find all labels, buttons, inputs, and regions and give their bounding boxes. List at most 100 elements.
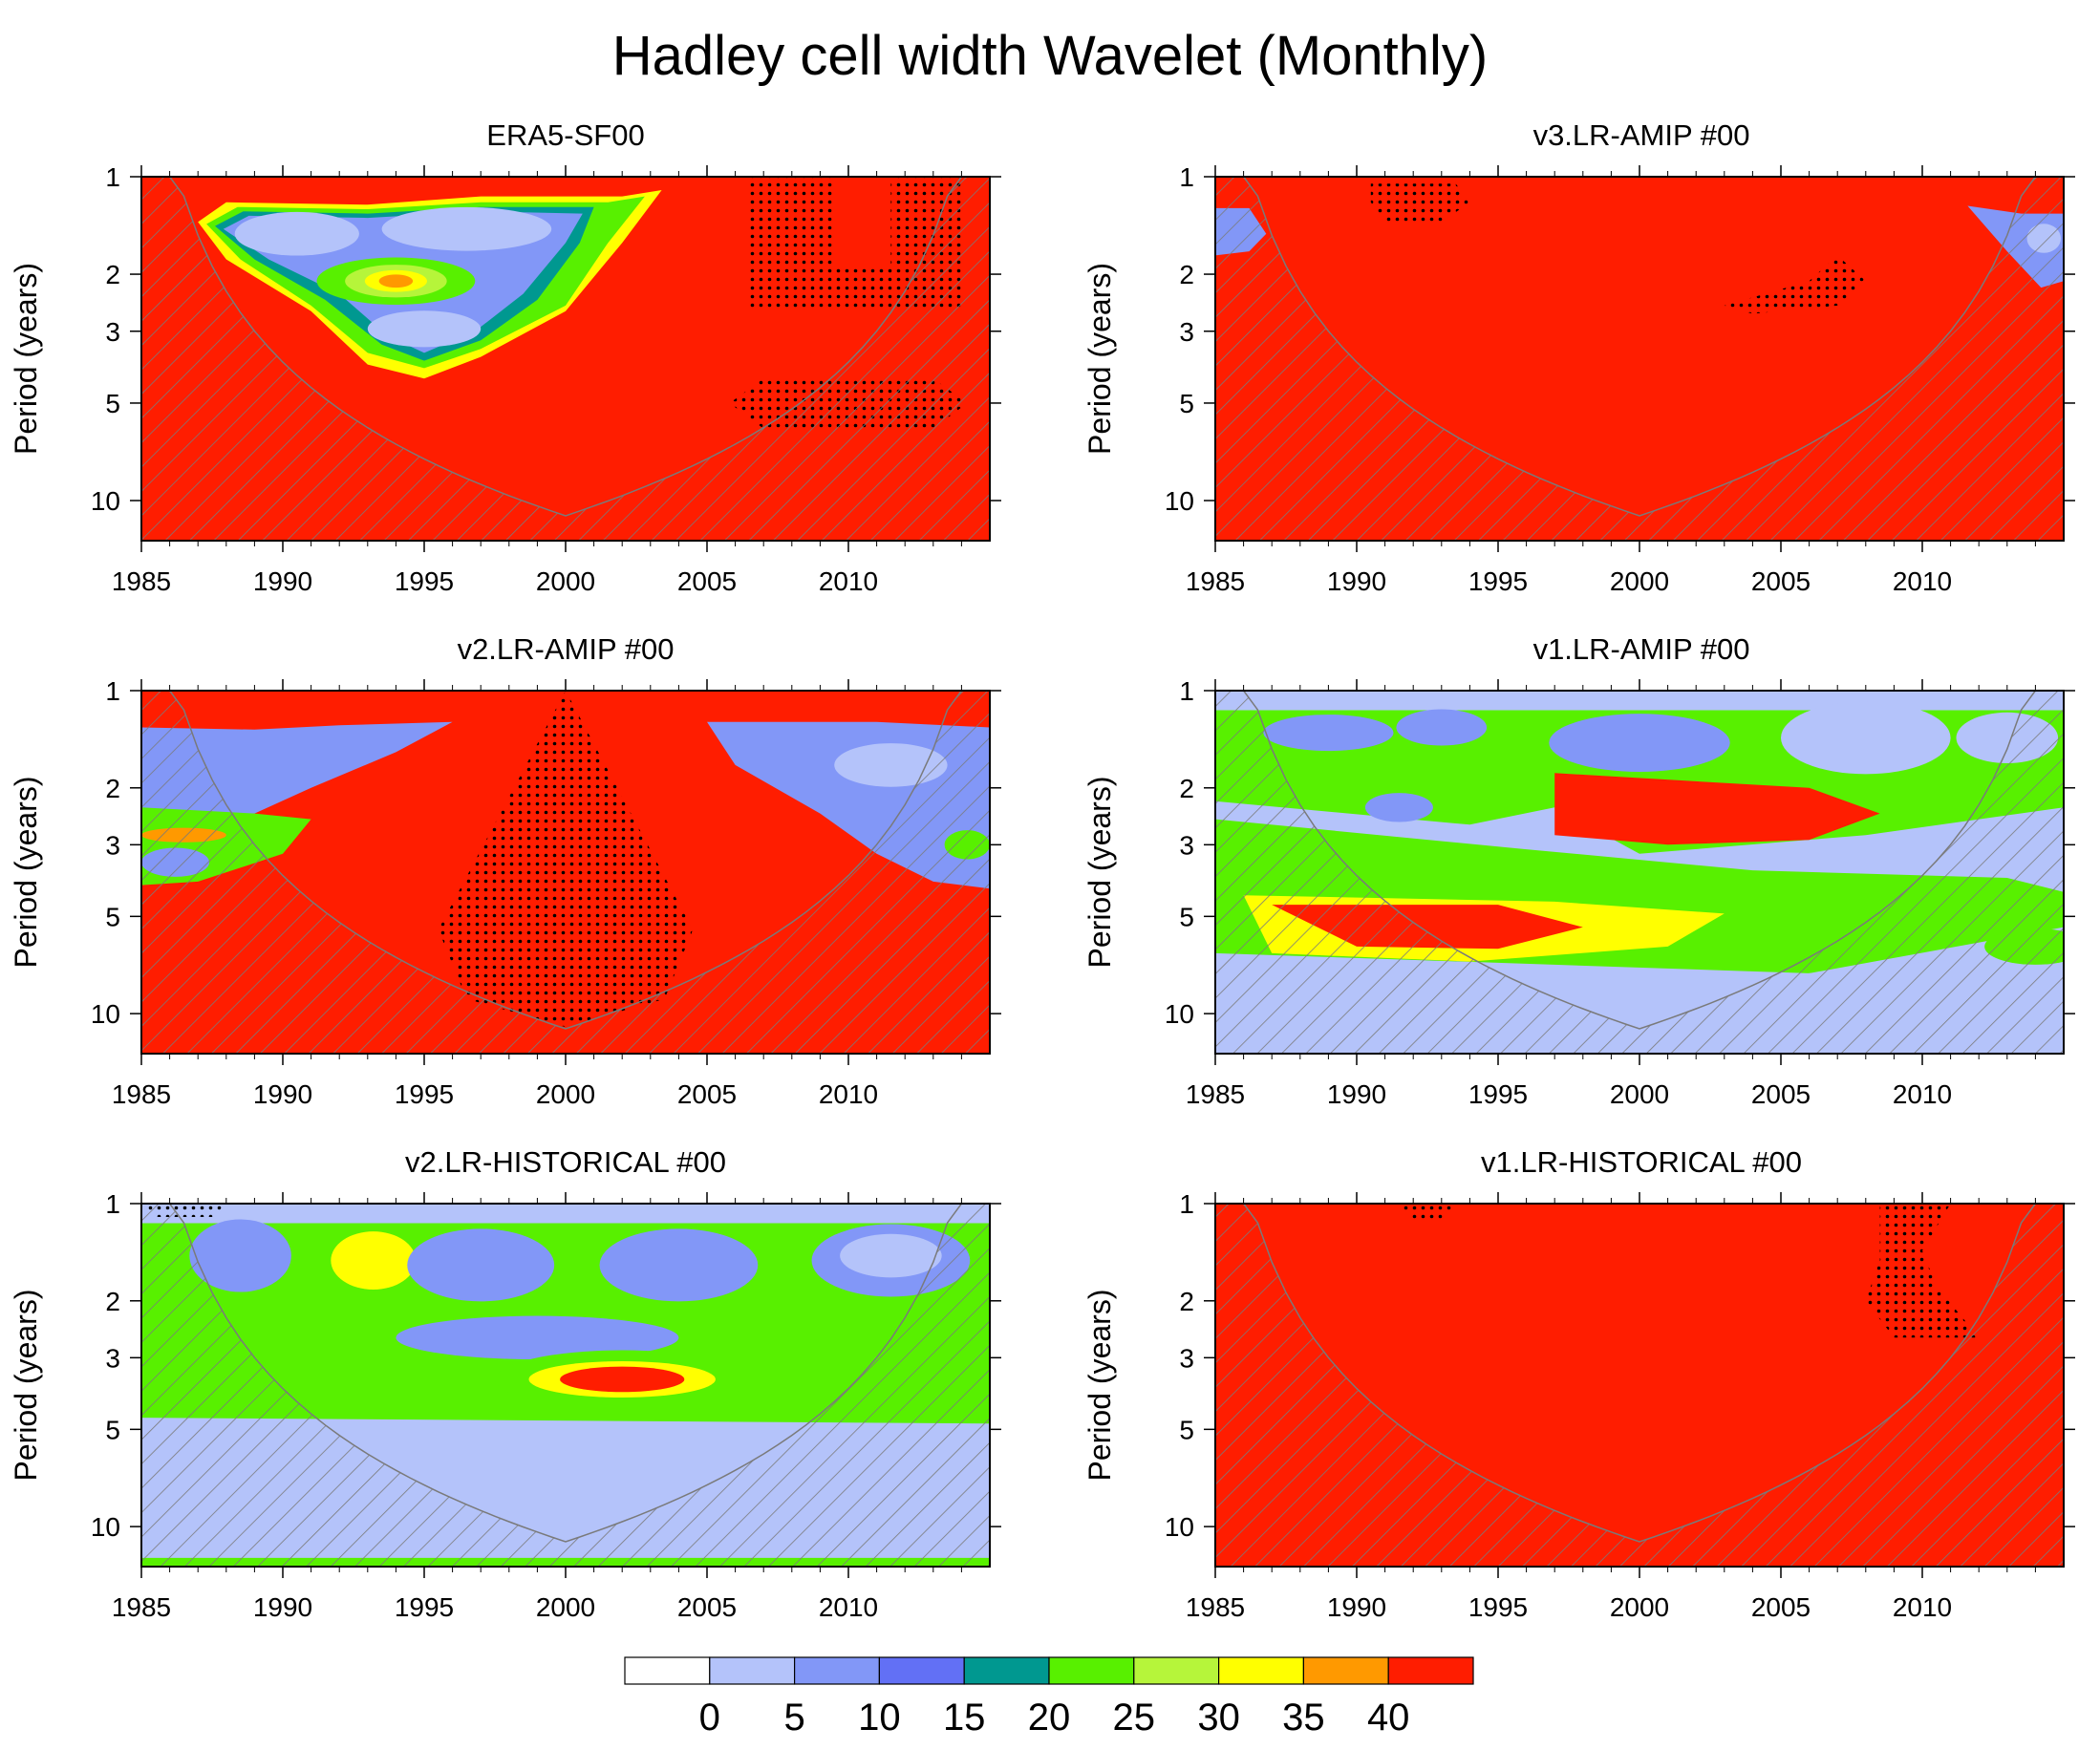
plot-area — [141, 691, 990, 1054]
y-tick-label: 3 — [1179, 1343, 1194, 1373]
x-tick-label: 2010 — [1893, 1079, 1952, 1109]
power-contour — [1554, 773, 1880, 845]
panel-title: v2.LR-HISTORICAL #00 — [405, 1145, 726, 1179]
colorbar-label: 0 — [699, 1697, 720, 1739]
colorbar: 0 5 10 15 20 25 30 35 40 — [624, 1656, 1474, 1739]
power-contour — [396, 1315, 679, 1360]
coi-hatch — [1215, 691, 2064, 1054]
colorbar-label: 10 — [858, 1697, 901, 1739]
y-tick-label: 10 — [1165, 999, 1194, 1029]
colorbar-label: 5 — [783, 1697, 804, 1739]
x-tick-label: 1990 — [253, 1079, 312, 1109]
power-contour — [1263, 715, 1394, 752]
y-tick-label: 1 — [1179, 1189, 1194, 1219]
x-tick-label: 2005 — [1751, 1079, 1811, 1109]
y-tick-label: 10 — [91, 486, 120, 516]
x-tick-label: 1995 — [395, 566, 454, 596]
power-contour — [1364, 793, 1433, 822]
power-contour — [189, 1219, 291, 1292]
plot-area — [1215, 1204, 2064, 1567]
x-tick-label: 2010 — [819, 566, 878, 596]
colorbar-label: 15 — [943, 1697, 986, 1739]
x-tick-label: 2000 — [536, 1592, 595, 1622]
colorbar-box — [1302, 1656, 1389, 1685]
y-tick-label: 2 — [1179, 774, 1194, 803]
x-tick-label: 2005 — [677, 1592, 737, 1622]
x-tick-label: 1985 — [1186, 1079, 1245, 1109]
colorbar-box — [624, 1656, 711, 1685]
significance-stipple — [749, 177, 962, 311]
power-contour — [1396, 709, 1488, 746]
panel-title: v1.LR-HISTORICAL #00 — [1481, 1145, 1802, 1179]
panel-title: ERA5-SF00 — [486, 118, 644, 152]
x-tick-label: 2005 — [1751, 1592, 1811, 1622]
x-tick-label: 2000 — [1610, 1592, 1669, 1622]
x-tick-label: 2010 — [819, 1079, 878, 1109]
x-tick-label: 1990 — [253, 1592, 312, 1622]
coi-hatch — [1215, 177, 2064, 541]
panel-title: v3.LR-AMIP #00 — [1533, 118, 1750, 152]
x-tick-label: 2005 — [677, 1079, 737, 1109]
y-tick-label: 2 — [1179, 260, 1194, 289]
panel-v3-amip: v3.LR-AMIP #00 1985 1990 1995 2000 2005 2010 1… — [1082, 118, 2075, 596]
y-tick-label: 10 — [1165, 1512, 1194, 1542]
colorbar-label: 30 — [1197, 1697, 1240, 1739]
panel-era5: ERA5-SF00 1985 1990 1995 2000 2005 2010 1 2 3 5 10… — [9, 118, 1001, 596]
y-tick-label: 1 — [105, 1189, 120, 1219]
panel-v2-historical: v2.LR-HISTORICAL #00 1985 1990 1995 2000 200… — [9, 1145, 1001, 1622]
panel-title: v1.LR-AMIP #00 — [1533, 632, 1750, 666]
power-contour — [1549, 714, 1730, 772]
x-tick-label: 2010 — [1893, 1592, 1952, 1622]
colorbar-box — [1048, 1656, 1135, 1685]
y-tick-label: 10 — [1165, 486, 1194, 516]
x-tick-label: 1990 — [1327, 566, 1386, 596]
x-tick-label: 1985 — [112, 566, 171, 596]
coi-hatch — [1215, 1204, 2064, 1567]
x-tick-label: 1995 — [395, 1079, 454, 1109]
x-tick-label: 1985 — [112, 1079, 171, 1109]
power-contour — [1781, 701, 1951, 775]
power-contour — [381, 206, 552, 251]
y-tick-label: 2 — [105, 774, 120, 803]
y-tick-label: 5 — [1179, 389, 1194, 418]
significance-stipple — [438, 691, 694, 1028]
y-axis-label: Period (years) — [9, 1290, 43, 1482]
y-tick-label: 1 — [1179, 162, 1194, 192]
coi-hatch — [141, 691, 990, 1054]
power-contour — [834, 743, 948, 787]
y-axis-label: Period (years) — [9, 263, 43, 455]
x-tick-label: 1995 — [1468, 1079, 1528, 1109]
x-tick-label: 1985 — [1186, 566, 1245, 596]
x-tick-label: 2000 — [1610, 1079, 1669, 1109]
colorbar-label: 20 — [1028, 1697, 1071, 1739]
y-tick-label: 1 — [105, 676, 120, 706]
colorbar-label: 40 — [1367, 1697, 1410, 1739]
x-tick-label: 2000 — [536, 1079, 595, 1109]
plot-area — [141, 1204, 990, 1567]
colorbar-box — [1387, 1656, 1474, 1685]
x-tick-label: 2005 — [677, 566, 737, 596]
colorbar-box — [1217, 1656, 1304, 1685]
plot-area — [1215, 177, 2064, 541]
colorbar-box — [963, 1656, 1050, 1685]
power-contour — [599, 1228, 759, 1302]
significance-stipple — [1724, 255, 1866, 314]
x-tick-label: 2005 — [1751, 566, 1811, 596]
y-tick-label: 2 — [105, 1287, 120, 1316]
figure-title: Hadley cell width Wavelet (Monthly) — [612, 25, 1489, 87]
x-tick-label: 1990 — [253, 566, 312, 596]
significance-stipple — [1399, 1204, 1456, 1220]
plot-area — [141, 177, 990, 541]
coi-hatch — [141, 177, 990, 541]
power-contour — [840, 1233, 942, 1278]
y-tick-label: 5 — [105, 389, 120, 418]
x-tick-label: 1995 — [1468, 1592, 1528, 1622]
y-tick-label: 5 — [1179, 902, 1194, 931]
y-tick-label: 5 — [105, 1415, 120, 1444]
colorbar-box — [793, 1656, 880, 1685]
significance-stipple — [1865, 1204, 1980, 1338]
y-tick-label: 2 — [105, 260, 120, 289]
y-tick-label: 1 — [1179, 676, 1194, 706]
x-tick-label: 2010 — [1893, 566, 1952, 596]
